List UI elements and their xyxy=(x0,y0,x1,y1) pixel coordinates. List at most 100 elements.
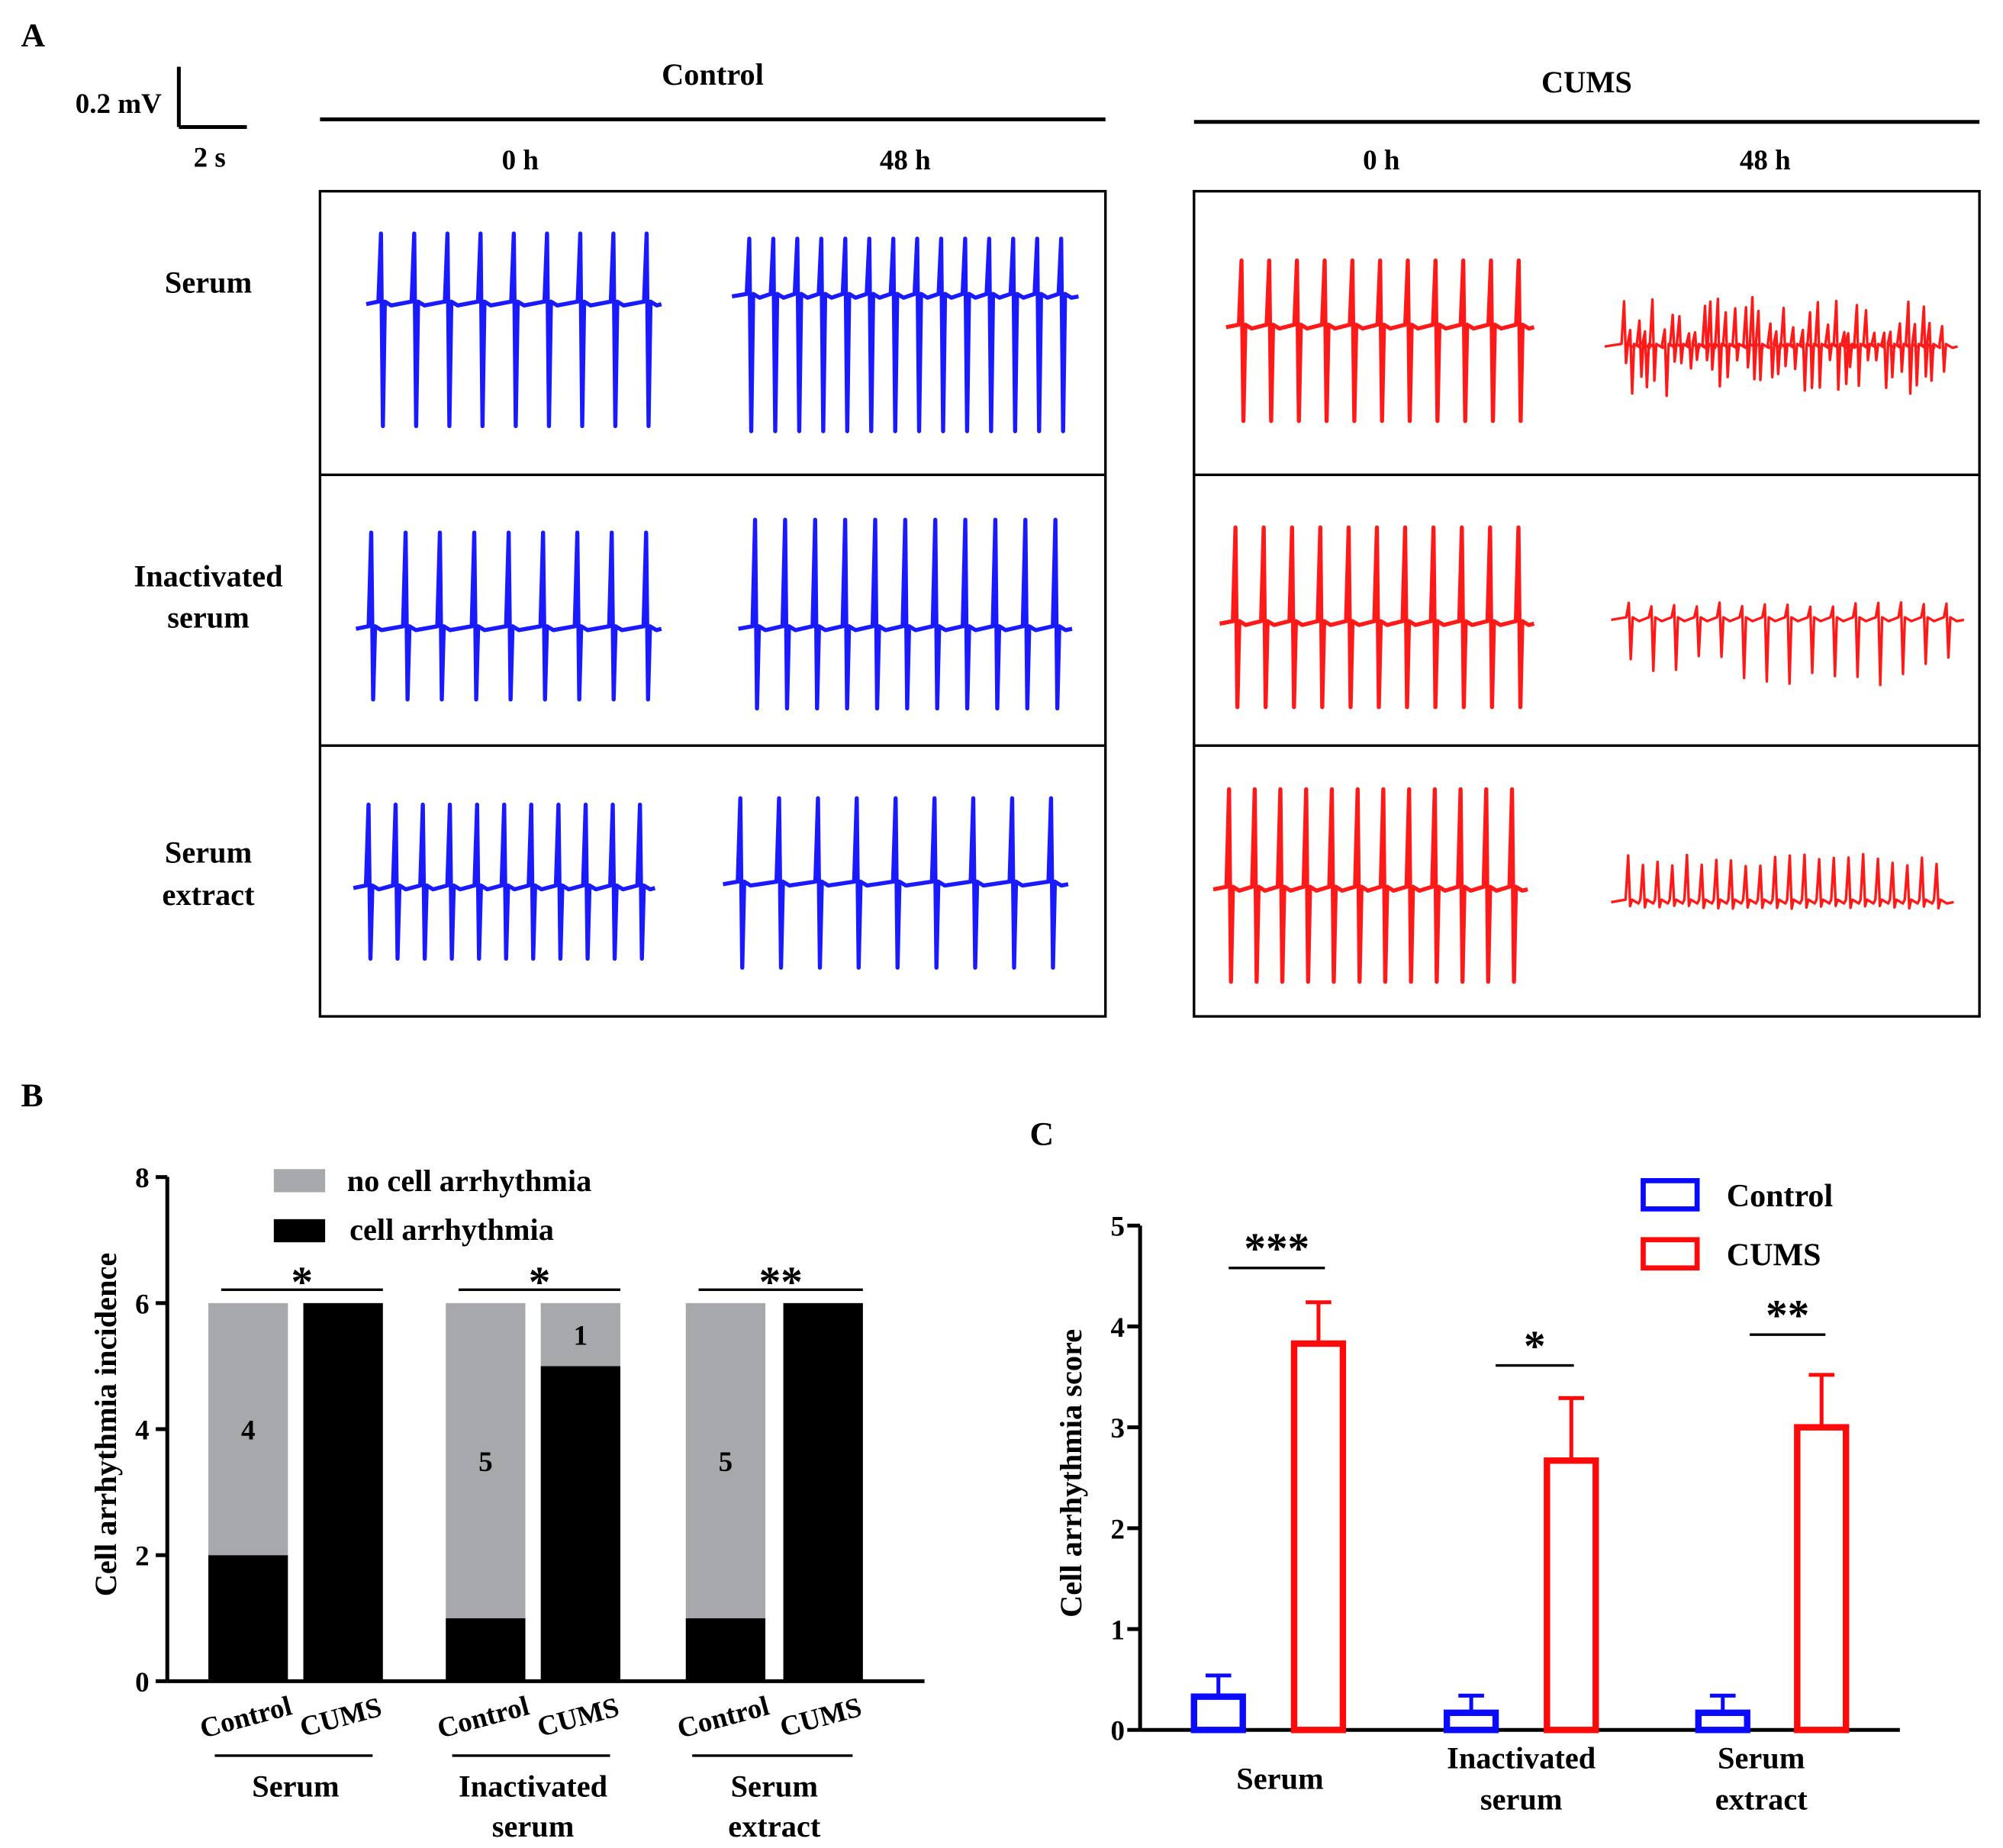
bar-value-label: 2 xyxy=(241,1604,256,1635)
ecg-trace-control-row2-0h xyxy=(353,802,656,961)
group-label: Serum xyxy=(731,1769,818,1804)
timepoint-label: 48 h xyxy=(1740,145,1791,176)
row-label: Serum xyxy=(165,265,252,299)
scale-bar-voltage-label: 0.2 mV xyxy=(76,89,162,120)
group-label: Inactivated xyxy=(459,1769,607,1804)
bar-value-label: 6 xyxy=(816,1478,830,1509)
significance-stars: ** xyxy=(1766,1291,1809,1339)
bar-value-label: 5 xyxy=(478,1447,493,1478)
scale-bar-time-label: 2 s xyxy=(194,143,226,174)
bar-control xyxy=(1443,1709,1499,1734)
group-label: Serum xyxy=(252,1769,339,1804)
y-axis-label: Cell arrhythmia incidence xyxy=(89,1253,123,1597)
significance-stars: * xyxy=(529,1258,551,1306)
x-tick-label: CUMS xyxy=(297,1692,385,1743)
y-tick-label: 0 xyxy=(135,1667,150,1698)
x-group-label: extract xyxy=(1715,1782,1808,1817)
ecg-trace-cums-row1-48h xyxy=(1611,600,1965,687)
legend-label: Control xyxy=(1727,1179,1833,1214)
x-group-label: serum xyxy=(1480,1782,1563,1817)
bar-value-label: 5 xyxy=(574,1509,588,1541)
x-tick-label: Control xyxy=(197,1690,295,1744)
row-label: Serum xyxy=(165,835,252,869)
bar-arrhythmia xyxy=(540,1366,620,1682)
bar-no-arrhythmia xyxy=(540,1302,620,1367)
group-label: serum xyxy=(492,1809,575,1843)
trace-panel-box xyxy=(318,189,1107,1018)
bar-cums xyxy=(1794,1424,1850,1734)
x-tick-label: CUMS xyxy=(534,1692,623,1743)
bar-no-arrhythmia xyxy=(446,1302,526,1618)
bar-value-label: 4 xyxy=(241,1415,256,1446)
panel-label-b: B xyxy=(21,1077,43,1114)
bar-value-label: 5 xyxy=(719,1447,733,1478)
legend-label: CUMS xyxy=(1727,1238,1821,1273)
bar-value-label: 1 xyxy=(719,1636,733,1667)
ecg-trace-cums-row0-0h xyxy=(1225,258,1535,423)
bar-cums xyxy=(1544,1457,1599,1734)
ecg-trace-control-row1-0h xyxy=(355,530,662,702)
x-tick-label: Control xyxy=(434,1690,533,1744)
group-header-0: Control xyxy=(662,57,764,92)
ecg-trace-control-row1-48h xyxy=(738,517,1073,711)
ecg-trace-cums-row2-48h xyxy=(1611,852,1954,910)
y-tick-label: 6 xyxy=(135,1289,150,1320)
bar-control xyxy=(1695,1709,1750,1734)
y-tick-label: 2 xyxy=(1110,1514,1125,1545)
y-axis-label: Cell arrhythmia score xyxy=(1054,1329,1088,1618)
bar-value-label: 6 xyxy=(336,1478,350,1509)
ecg-trace-cums-row1-0h xyxy=(1219,525,1535,710)
bar-arrhythmia xyxy=(303,1302,383,1682)
legend-swatch-cums xyxy=(1641,1237,1700,1271)
ecg-trace-cums-row2-0h xyxy=(1212,787,1528,984)
timepoint-label: 48 h xyxy=(880,145,931,176)
bar-arrhythmia xyxy=(208,1555,288,1682)
y-tick-label: 2 xyxy=(135,1541,150,1573)
bar-no-arrhythmia xyxy=(208,1302,288,1556)
bar-arrhythmia xyxy=(446,1618,526,1682)
x-tick-label: Control xyxy=(674,1690,772,1744)
group-label: extract xyxy=(728,1809,821,1843)
panel-label-a: A xyxy=(21,18,45,54)
significance-stars: * xyxy=(291,1258,314,1306)
legend-swatch-arrhythmia xyxy=(273,1219,326,1243)
bar-arrhythmia xyxy=(685,1618,766,1682)
legend-swatch-no-arrhythmia xyxy=(273,1169,326,1193)
y-tick-label: 5 xyxy=(1110,1212,1125,1243)
bar-arrhythmia xyxy=(783,1302,863,1682)
y-tick-label: 4 xyxy=(135,1415,150,1446)
x-group-label: Serum xyxy=(1236,1762,1323,1796)
ecg-trace-control-row0-48h xyxy=(731,237,1079,433)
y-tick-label: 3 xyxy=(1110,1413,1125,1444)
row-label: extract xyxy=(163,877,256,912)
bar-control xyxy=(1190,1693,1246,1734)
panel-label-c: C xyxy=(1030,1116,1055,1152)
significance-stars: ** xyxy=(759,1258,803,1306)
ecg-trace-control-row0-0h xyxy=(365,231,662,429)
x-group-label: Inactivated xyxy=(1447,1741,1596,1776)
legend-label: no cell arrhythmia xyxy=(347,1164,592,1198)
bar-value-label: 1 xyxy=(478,1636,493,1667)
legend-label: cell arrhythmia xyxy=(349,1212,554,1247)
row-label: Inactivated xyxy=(134,559,283,594)
timepoint-label: 0 h xyxy=(1363,145,1400,176)
significance-stars: * xyxy=(1524,1322,1546,1370)
bar-value-label: 1 xyxy=(574,1321,588,1352)
x-tick-label: CUMS xyxy=(777,1692,865,1743)
trace-panel-box xyxy=(1193,189,1981,1018)
y-tick-label: 4 xyxy=(1110,1312,1125,1344)
row-label: serum xyxy=(167,600,250,634)
y-tick-label: 0 xyxy=(1110,1716,1125,1747)
legend-swatch-control xyxy=(1641,1178,1700,1212)
significance-stars: *** xyxy=(1244,1225,1309,1273)
bar-cums xyxy=(1290,1340,1347,1734)
y-tick-label: 1 xyxy=(1110,1615,1125,1647)
timepoint-label: 0 h xyxy=(502,145,539,176)
group-header-1: CUMS xyxy=(1541,65,1632,99)
x-group-label: Serum xyxy=(1718,1741,1805,1776)
ecg-trace-cums-row0-48h xyxy=(1604,295,1958,398)
bar-no-arrhythmia xyxy=(685,1302,766,1618)
y-tick-label: 8 xyxy=(135,1163,150,1194)
ecg-trace-control-row2-48h xyxy=(723,796,1069,970)
